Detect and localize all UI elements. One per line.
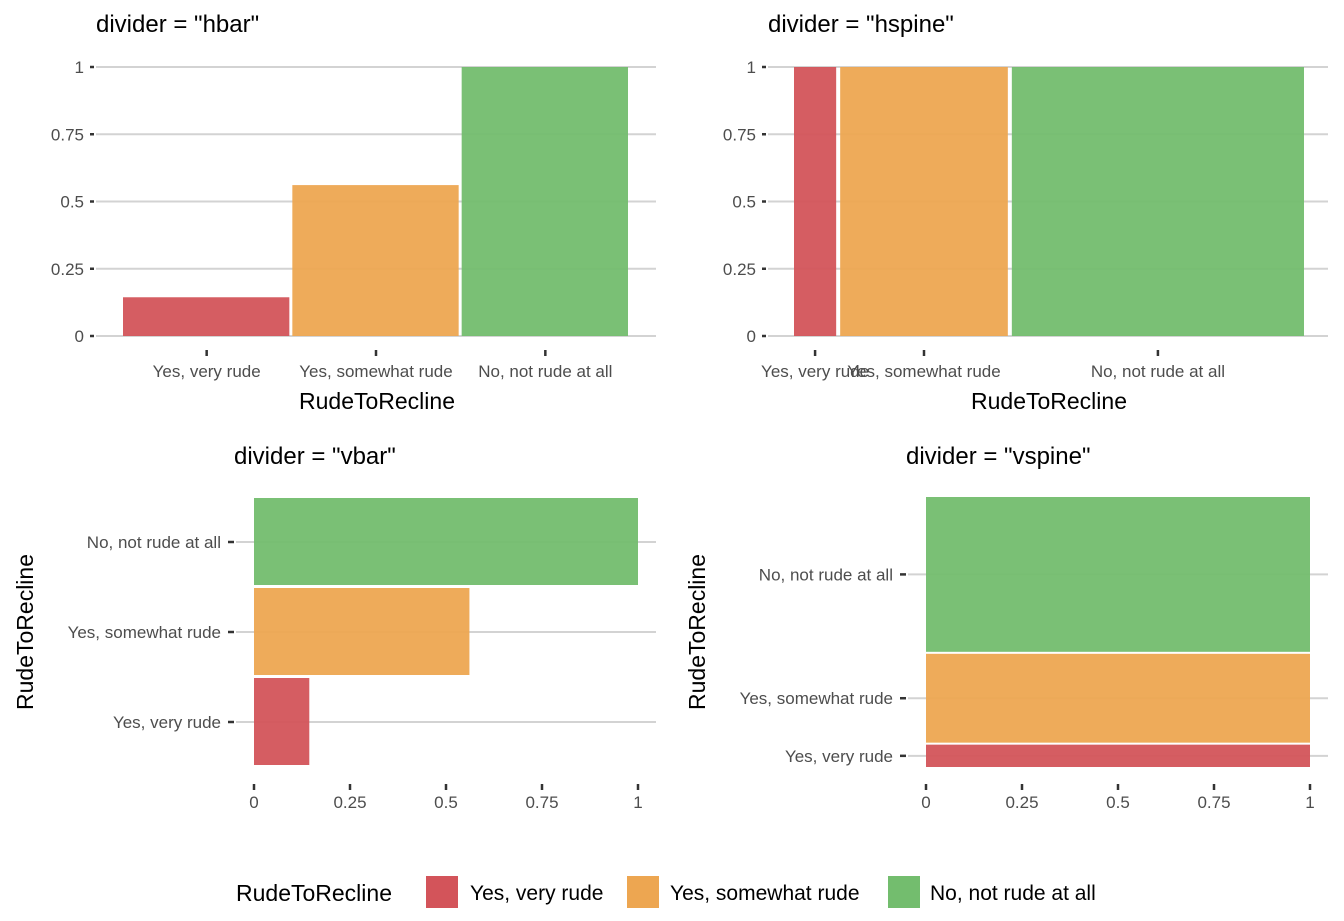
x-tick-label: 0.75: [525, 793, 558, 812]
bars: [123, 67, 628, 336]
bar: [794, 67, 837, 336]
y-tick-label: Yes, very rude: [785, 747, 893, 766]
y-axis-label: RudeToRecline: [684, 554, 710, 710]
bar: [926, 653, 1310, 743]
y-tick-label: 0.5: [60, 193, 84, 212]
legend-label-very-rude: Yes, very rude: [470, 882, 603, 905]
bar: [254, 678, 310, 765]
panel-title: divider = "vbar": [234, 443, 396, 470]
x-tick-label: 0.75: [1197, 793, 1230, 812]
x-tick-label: Yes, very rude: [153, 362, 261, 381]
x-tick-label: No, not rude at all: [1091, 362, 1225, 381]
y-tick-label: 1: [75, 58, 84, 77]
panel-hbar: divider = "hbar" 0 0.25 0.5 0.75 1 Yes, very …: [51, 11, 656, 414]
panel-title: divider = "hbar": [96, 11, 259, 38]
y-tick-label: Yes, very rude: [113, 713, 221, 732]
bar: [461, 67, 628, 336]
legend-swatch-very-rude: [426, 876, 458, 908]
panel-title: divider = "hspine": [768, 11, 954, 38]
x-tick-label: No, not rude at all: [478, 362, 612, 381]
axis-ticks: Yes, very rude Yes, somewhat rude No, not …: [68, 533, 643, 812]
x-tick-label: 1: [633, 793, 642, 812]
panel-vbar: divider = "vbar" Yes, very rude Yes, some…: [12, 443, 656, 812]
bar: [292, 185, 459, 336]
axis-ticks: Yes, very rude Yes, somewhat rude No, not …: [740, 565, 1315, 812]
x-tick-label: 0.25: [333, 793, 366, 812]
legend-label-not-rude: No, not rude at all: [930, 882, 1096, 905]
x-tick-label: 0.25: [1005, 793, 1038, 812]
x-tick-label: 1: [1305, 793, 1314, 812]
y-tick-label: 0.75: [51, 125, 84, 144]
legend-title: RudeToRecline: [236, 880, 392, 906]
x-tick-label: 0.5: [1106, 793, 1130, 812]
legend-label-somewhat-rude: Yes, somewhat rude: [670, 882, 860, 905]
panel-vspine: divider = "vspine" Yes, very rude Yes, so…: [684, 443, 1328, 812]
legend-swatch-not-rude: [888, 876, 920, 908]
x-tick-label: 0: [249, 793, 258, 812]
x-axis-label: RudeToRecline: [299, 388, 455, 414]
y-tick-label: 1: [747, 58, 756, 77]
y-tick-label: No, not rude at all: [87, 533, 221, 552]
bar: [254, 588, 470, 675]
y-tick-label: 0: [75, 327, 84, 346]
panel-hspine: divider = "hspine" 0 0.25 0.5 0.75 1 Yes, ver…: [723, 11, 1328, 414]
bar: [926, 497, 1310, 652]
bar: [926, 744, 1310, 767]
axis-ticks: 0 0.25 0.5 0.75 1 Yes, very rude Yes, somewhat…: [51, 58, 613, 381]
x-tick-label: 0: [921, 793, 930, 812]
x-tick-label: Yes, somewhat rude: [299, 362, 452, 381]
bar: [123, 297, 290, 336]
x-tick-label: Yes, somewhat rude: [847, 362, 1000, 381]
legend: RudeToRecline Yes, very rude Yes, somewh…: [236, 876, 1096, 908]
y-axis-label: RudeToRecline: [12, 554, 38, 710]
bar: [840, 67, 1008, 336]
y-tick-label: Yes, somewhat rude: [68, 623, 221, 642]
y-tick-label: 0.25: [51, 260, 84, 279]
x-axis-label: RudeToRecline: [971, 388, 1127, 414]
x-tick-label: 0.5: [434, 793, 458, 812]
y-tick-label: Yes, somewhat rude: [740, 689, 893, 708]
y-tick-label: 0: [747, 327, 756, 346]
bar: [1011, 67, 1304, 336]
y-tick-label: 0.5: [732, 193, 756, 212]
bar: [254, 498, 638, 585]
legend-swatch-somewhat-rude: [627, 876, 659, 908]
bars: [794, 67, 1304, 336]
y-tick-label: No, not rude at all: [759, 565, 893, 584]
y-tick-label: 0.75: [723, 125, 756, 144]
y-tick-label: 0.25: [723, 260, 756, 279]
bars: [926, 497, 1310, 767]
x-tick-label: Yes, very rude: [761, 362, 869, 381]
bars: [254, 498, 638, 765]
panel-title: divider = "vspine": [906, 443, 1090, 470]
